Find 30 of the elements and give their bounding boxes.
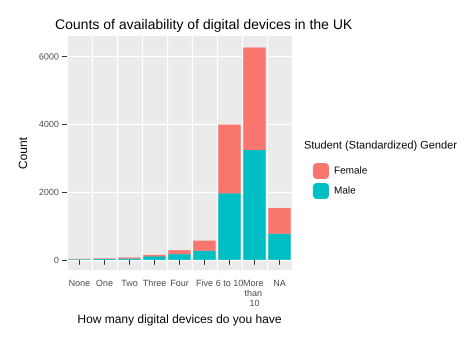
x-tick-label: None (68, 278, 90, 288)
y-tick-label: 0 (54, 254, 59, 265)
bar (193, 240, 216, 251)
legend-title: Student (Standardized) Gender (304, 140, 458, 152)
legend-label: Female (334, 166, 368, 176)
x-tick-label: Four (170, 278, 189, 288)
x-axis-title: How many digital devices do you have (77, 312, 282, 326)
legend-label: Male (334, 186, 356, 196)
bar (193, 250, 216, 260)
x-tick-label: Five (196, 278, 213, 288)
bar (218, 193, 241, 260)
y-axis-title: Count (16, 136, 30, 170)
x-tick-label: Three (142, 278, 166, 288)
bar (268, 234, 291, 260)
y-tick-label: 2000 (38, 187, 59, 198)
bar (243, 150, 266, 260)
x-tick-label: 6 to 10 (216, 278, 244, 288)
bar (168, 250, 191, 254)
chart-title: Counts of availability of digital devices in the UK (55, 16, 353, 32)
bar (218, 124, 241, 194)
x-tick-label: More than 10 (242, 278, 266, 308)
bar (143, 256, 166, 260)
x-tick-label: Two (121, 278, 138, 288)
bar (168, 254, 191, 260)
y-tick-label: 6000 (38, 51, 59, 62)
bar (243, 48, 266, 150)
y-tick-label: 4000 (38, 119, 59, 130)
x-tick-label: One (96, 278, 113, 288)
bar (268, 208, 291, 234)
x-tick-label: NA (273, 278, 286, 288)
